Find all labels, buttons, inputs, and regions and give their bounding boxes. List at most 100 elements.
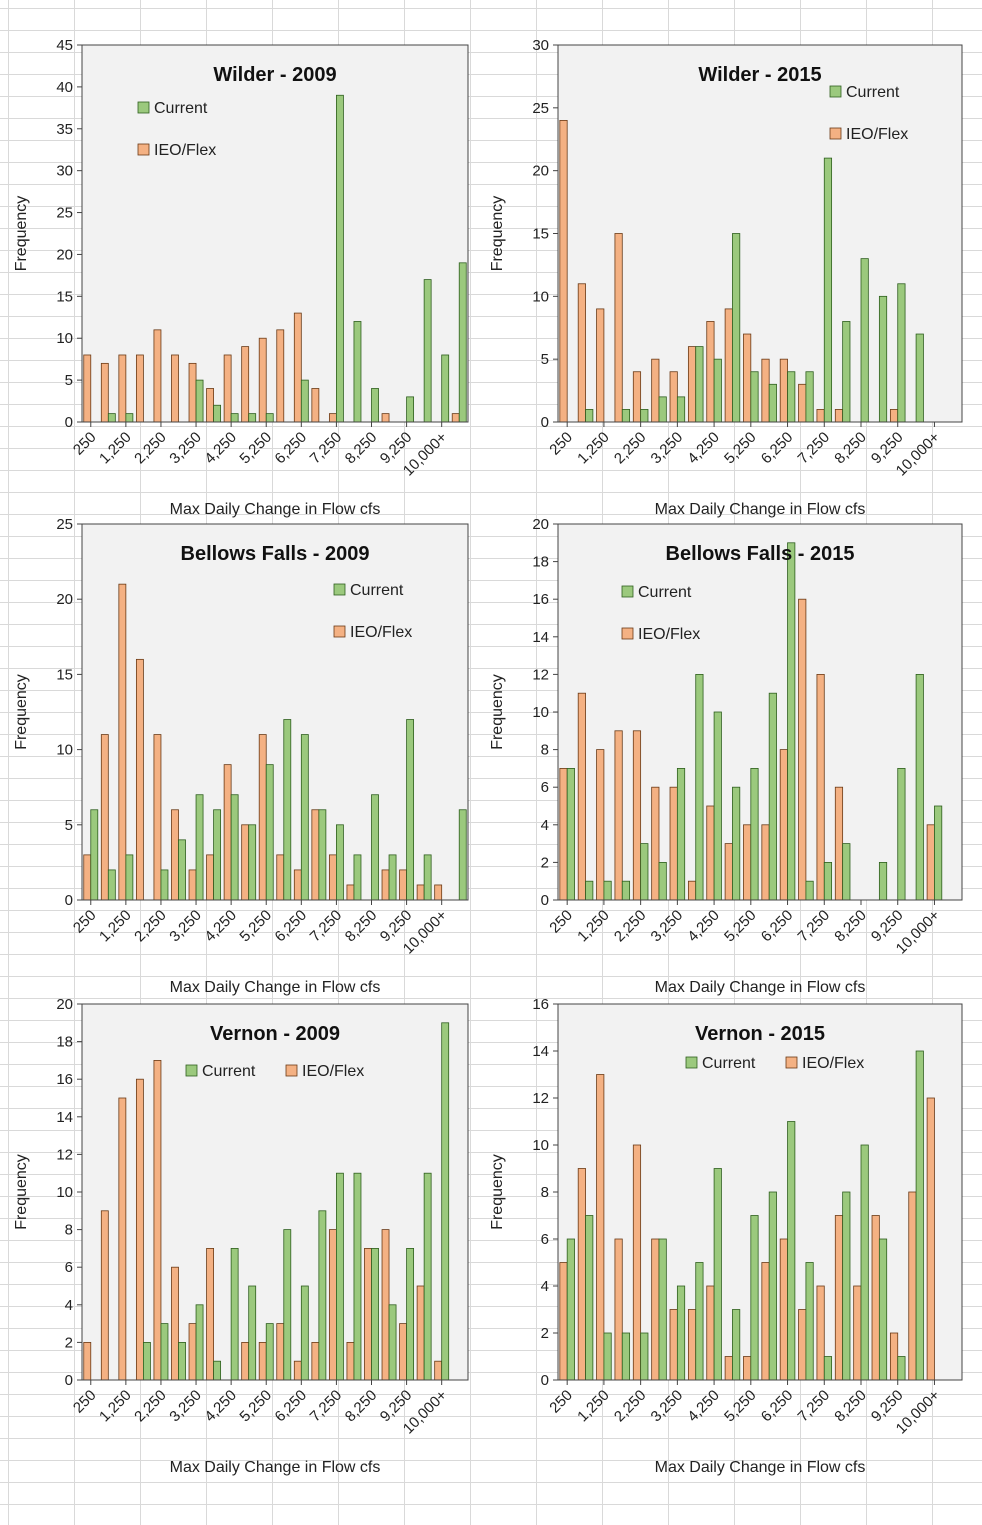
- chart-bellows-falls-2009: 0 5 10 15 20 25 250 1,250 2,250 3,250 4,250 5,250 6,…: [12, 514, 488, 1010]
- y-tick-label: 8: [65, 1222, 73, 1239]
- bar-ieo-flex: [276, 854, 285, 901]
- bar-ieo-flex: [743, 824, 752, 901]
- x-tick-label: 5,250: [236, 429, 275, 468]
- x-axis: 2501,2502,2503,2504,2505,2506,2507,2508,…: [546, 900, 943, 957]
- bar-current: [406, 1247, 415, 1381]
- bar-ieo-flex: [293, 312, 302, 423]
- chart-title: Bellows Falls - 2009: [181, 543, 370, 565]
- legend-label: Current: [846, 84, 900, 101]
- bar-current: [750, 371, 759, 423]
- plot-area: 0 2 4 6 8 10 12 14 16 2501,2502,2503,2504,2505,25…: [489, 996, 963, 1476]
- y-axis-title: Frequency: [13, 1154, 30, 1230]
- x-tick-label: 6,250: [272, 429, 311, 468]
- bar-current: [621, 1332, 631, 1381]
- legend-swatch: [137, 143, 150, 156]
- x-tick-label: 6,250: [758, 429, 797, 468]
- bar-current: [640, 843, 649, 901]
- bar-ieo-flex: [276, 1323, 285, 1381]
- y-tick-label: 2: [541, 854, 549, 871]
- bar-current: [406, 719, 415, 901]
- bar-current: [897, 283, 906, 423]
- y-tick-label: 0: [541, 1372, 549, 1389]
- y-axis: 0 2 4 6 8 10 12 14 16 18 20: [532, 516, 558, 909]
- bar-ieo-flex: [687, 346, 697, 423]
- x-tick-label: 250: [546, 429, 576, 459]
- bar-current: [107, 413, 116, 423]
- legend-swatch: [185, 1064, 198, 1077]
- bar-current: [300, 379, 309, 423]
- y-axis-title: Frequency: [489, 196, 506, 272]
- bar-current: [860, 258, 869, 423]
- x-tick-label: 2,250: [611, 907, 650, 946]
- bar-ieo-flex: [416, 1285, 425, 1381]
- bar-ieo-flex: [153, 1060, 162, 1381]
- x-tick-label: 250: [546, 1387, 576, 1417]
- bar-current: [585, 1215, 594, 1381]
- bar-current: [713, 358, 722, 423]
- bar-current: [676, 767, 686, 901]
- bar-current: [336, 824, 344, 901]
- bar-current: [658, 861, 667, 901]
- bar-current: [160, 1323, 169, 1381]
- y-tick-label: 2: [65, 1334, 73, 1351]
- plot-background: [81, 1003, 469, 1381]
- bar-ieo-flex: [346, 884, 355, 901]
- y-tick-label: 4: [65, 1297, 73, 1314]
- x-tick-label: 5,250: [236, 907, 275, 946]
- bar-current: [732, 233, 741, 423]
- bar-current: [230, 1247, 239, 1381]
- bar-ieo-flex: [614, 233, 623, 423]
- bar-current: [658, 1238, 667, 1381]
- bar-ieo-flex: [577, 283, 586, 423]
- bar-current: [878, 295, 888, 423]
- bar-ieo-flex: [651, 1238, 660, 1381]
- bar-ieo-flex: [724, 1356, 733, 1381]
- x-tick-label: 8,250: [342, 429, 381, 468]
- y-tick-label: 6: [65, 1259, 73, 1276]
- y-tick-label: 2: [541, 1325, 549, 1342]
- y-tick-label: 8: [541, 742, 549, 759]
- bar-ieo-flex: [816, 673, 825, 901]
- x-tick-label: 5,250: [236, 1387, 275, 1426]
- legend-swatch: [621, 627, 634, 640]
- y-tick-label: 20: [56, 591, 73, 608]
- bar-current: [160, 869, 169, 901]
- legend-current: Current: [829, 84, 900, 101]
- bar-current: [178, 1341, 186, 1381]
- bar-current: [213, 404, 222, 423]
- bar-current: [388, 1304, 397, 1381]
- bar-ieo-flex: [596, 749, 605, 901]
- legend: Current IEO/Flex: [621, 584, 700, 643]
- y-tick-label: 45: [56, 37, 73, 54]
- x-tick-label: 5,250: [721, 907, 760, 946]
- bar-ieo-flex: [596, 1074, 605, 1381]
- y-axis: 0 2 4 6 8 10 12 14 16 18 20: [56, 996, 82, 1389]
- bar-ieo-flex: [206, 854, 214, 901]
- bar-current: [805, 371, 814, 423]
- bar-current: [750, 767, 759, 901]
- bar-ieo-flex: [926, 824, 935, 901]
- plot-area: 0 5 10 15 20 25 30 35 40 45 2501,2502,2503,2504,25…: [13, 37, 469, 518]
- chart-title: Wilder - 2015: [698, 64, 821, 86]
- bar-ieo-flex: [328, 413, 337, 423]
- x-tick-label: 250: [70, 1387, 100, 1417]
- bar-ieo-flex: [816, 1285, 825, 1381]
- bar-ieo-flex: [258, 337, 267, 423]
- chart-svg: 0 2 4 6 8 10 12 14 16 18 20 2501,2502,2503,2504,250…: [13, 996, 469, 1476]
- x-axis-title: Max Daily Change in Flow cfs: [170, 501, 381, 518]
- chart-bellows-falls-2015: 0 2 4 6 8 10 12 14 16 18 20 250 1,250 2,250 3,250 4,250…: [488, 514, 982, 1010]
- bar-current: [787, 542, 796, 901]
- bar-current: [318, 1210, 327, 1381]
- bar-current: [732, 1309, 741, 1381]
- bar-current: [805, 1262, 814, 1381]
- bar-ieo-flex: [834, 786, 844, 901]
- bar-ieo-flex: [889, 409, 899, 423]
- bar-ieo-flex: [926, 1097, 935, 1381]
- x-tick-label: 8,250: [831, 1387, 870, 1426]
- bar-current: [107, 869, 116, 901]
- bar-ieo-flex: [669, 1309, 678, 1381]
- chart-svg: 0 2 4 6 8 10 12 14 16 18 20 2501,2502,2503,2504,250…: [489, 516, 963, 996]
- y-tick-label: 8: [541, 1184, 549, 1201]
- bar-current: [388, 854, 397, 901]
